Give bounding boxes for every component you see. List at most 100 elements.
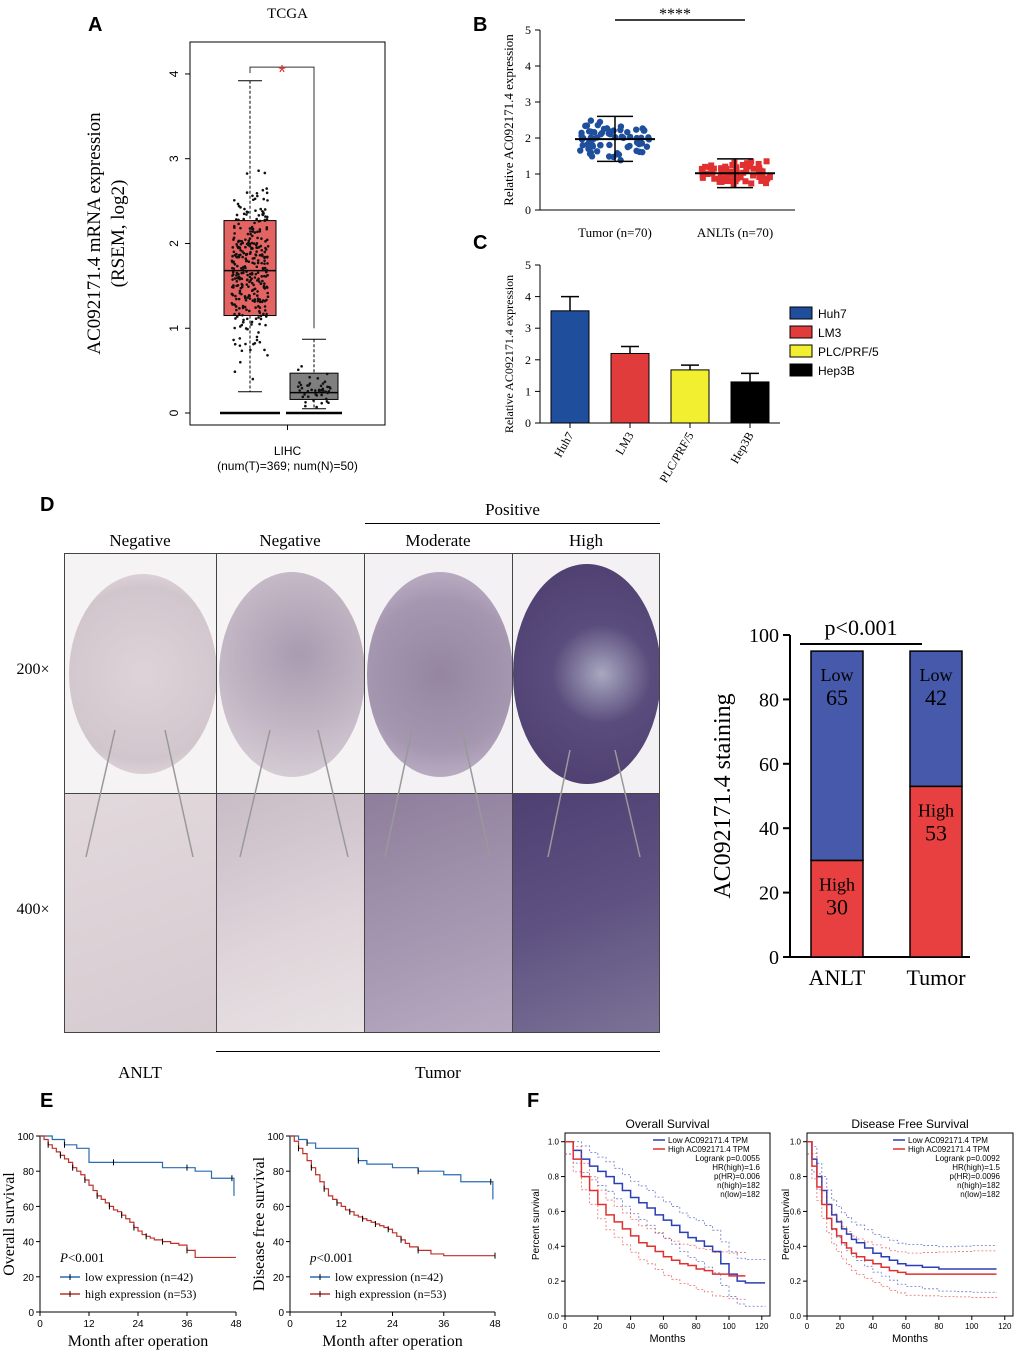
stacked-bar-high-anlt bbox=[810, 859, 864, 958]
data-point bbox=[315, 394, 319, 397]
data-point-anlt bbox=[728, 177, 735, 184]
y-tick-label: 4 bbox=[167, 70, 181, 77]
legend-label: low expression (n=42) bbox=[335, 1270, 443, 1284]
data-point bbox=[235, 315, 239, 318]
data-point-tumor bbox=[633, 126, 640, 133]
data-point bbox=[240, 285, 244, 289]
data-point bbox=[254, 317, 258, 321]
data-point-tumor bbox=[600, 125, 608, 133]
data-point-tumor bbox=[633, 147, 640, 155]
data-point-anlt bbox=[710, 165, 717, 172]
data-point-anlt bbox=[744, 160, 751, 167]
data-point bbox=[252, 283, 256, 287]
data-point bbox=[240, 267, 243, 270]
data-point bbox=[248, 275, 252, 279]
y-tick-label: 80 bbox=[23, 1167, 35, 1178]
data-point-anlt bbox=[750, 172, 757, 179]
data-point bbox=[245, 308, 248, 312]
confidence-band bbox=[565, 1141, 766, 1260]
data-point bbox=[231, 246, 235, 249]
data-point bbox=[257, 331, 260, 334]
y-tick-label: 0.6 bbox=[548, 1207, 560, 1216]
y-tick-label: 2 bbox=[525, 353, 531, 367]
data-point bbox=[238, 344, 242, 347]
data-point bbox=[233, 277, 237, 280]
data-point bbox=[252, 242, 256, 245]
segment-label-low: Low bbox=[821, 665, 854, 685]
y-tick-label: 20 bbox=[273, 1273, 285, 1284]
data-point bbox=[248, 272, 252, 276]
km-curve-low-tpm bbox=[565, 1140, 766, 1284]
legend-swatch bbox=[789, 363, 813, 377]
positive-bracket-line bbox=[365, 523, 660, 524]
bottom-label-anlt: ANLT bbox=[118, 1063, 162, 1082]
data-point bbox=[236, 264, 239, 268]
plot-title: Overall Survival bbox=[625, 1117, 709, 1131]
data-point bbox=[263, 305, 267, 308]
data-point-tumor bbox=[591, 129, 598, 136]
data-point bbox=[256, 299, 260, 303]
data-point bbox=[244, 238, 247, 241]
data-point bbox=[230, 292, 234, 296]
km-curve-high-tpm bbox=[565, 1140, 746, 1277]
data-point bbox=[304, 401, 307, 404]
data-point-tumor bbox=[624, 128, 631, 136]
legend-label: high expression (n=53) bbox=[85, 1287, 196, 1301]
data-point bbox=[320, 401, 324, 405]
data-point bbox=[256, 279, 259, 282]
data-point bbox=[304, 404, 307, 408]
x-tick-label: 80 bbox=[692, 1322, 701, 1331]
data-point bbox=[231, 266, 234, 270]
panel-a-boxplot: TCGA 0 1 2 3 4 AC092171.4 mRNA expression (RSEM… bbox=[84, 6, 386, 473]
data-point bbox=[238, 307, 241, 310]
data-point bbox=[306, 395, 310, 398]
y-tick-label: 60 bbox=[759, 754, 779, 776]
data-point bbox=[261, 213, 264, 216]
data-point bbox=[258, 322, 261, 326]
data-point bbox=[231, 260, 234, 264]
data-point bbox=[237, 222, 240, 226]
data-point bbox=[235, 271, 239, 275]
data-point bbox=[249, 230, 252, 233]
data-point-tumor bbox=[589, 143, 597, 150]
y-tick-label: 80 bbox=[759, 689, 779, 711]
p-value-title: p<0.001 bbox=[825, 615, 898, 640]
data-point bbox=[253, 276, 257, 279]
data-point bbox=[240, 277, 244, 281]
legend-swatch bbox=[789, 344, 813, 358]
data-point bbox=[261, 254, 264, 258]
panel-e-disease-free-km: 0 20 40 60 80 100 0 12 24 36 48 Disease free surviv… bbox=[251, 1132, 501, 1350]
data-point bbox=[313, 389, 317, 392]
y-axis-label-line1: AC092171.4 mRNA expression bbox=[84, 112, 105, 355]
y-tick-label: 0.2 bbox=[548, 1277, 560, 1286]
data-point bbox=[265, 256, 269, 259]
bar-huh7 bbox=[550, 310, 590, 424]
data-point-tumor bbox=[585, 128, 593, 135]
data-point bbox=[261, 266, 265, 270]
data-point bbox=[235, 252, 238, 256]
ihc-tile-400x-negative-tumor bbox=[216, 793, 365, 1033]
data-point bbox=[258, 228, 262, 231]
plot-frame bbox=[564, 1132, 771, 1317]
legend-label: Low AC092171.4 TPM bbox=[908, 1136, 988, 1145]
data-point bbox=[251, 257, 255, 260]
data-point bbox=[238, 325, 242, 328]
x-axis-label: Month after operation bbox=[322, 1333, 462, 1350]
y-tick-label: 0.4 bbox=[548, 1242, 560, 1251]
stacked-bar-low-anlt bbox=[810, 650, 864, 862]
ihc-tile-200x-high bbox=[512, 553, 660, 794]
data-point bbox=[263, 259, 266, 262]
data-point bbox=[307, 384, 311, 387]
data-point bbox=[255, 217, 258, 221]
data-point bbox=[263, 266, 267, 270]
data-point bbox=[251, 234, 254, 238]
data-point bbox=[247, 294, 251, 297]
data-point bbox=[238, 289, 242, 293]
km-curve-high-expression bbox=[290, 1135, 495, 1257]
data-point bbox=[265, 218, 269, 221]
data-point bbox=[259, 207, 263, 211]
data-point bbox=[254, 253, 257, 256]
panel-d-letter: D bbox=[40, 494, 55, 516]
data-point bbox=[253, 221, 256, 225]
data-point bbox=[242, 318, 245, 322]
